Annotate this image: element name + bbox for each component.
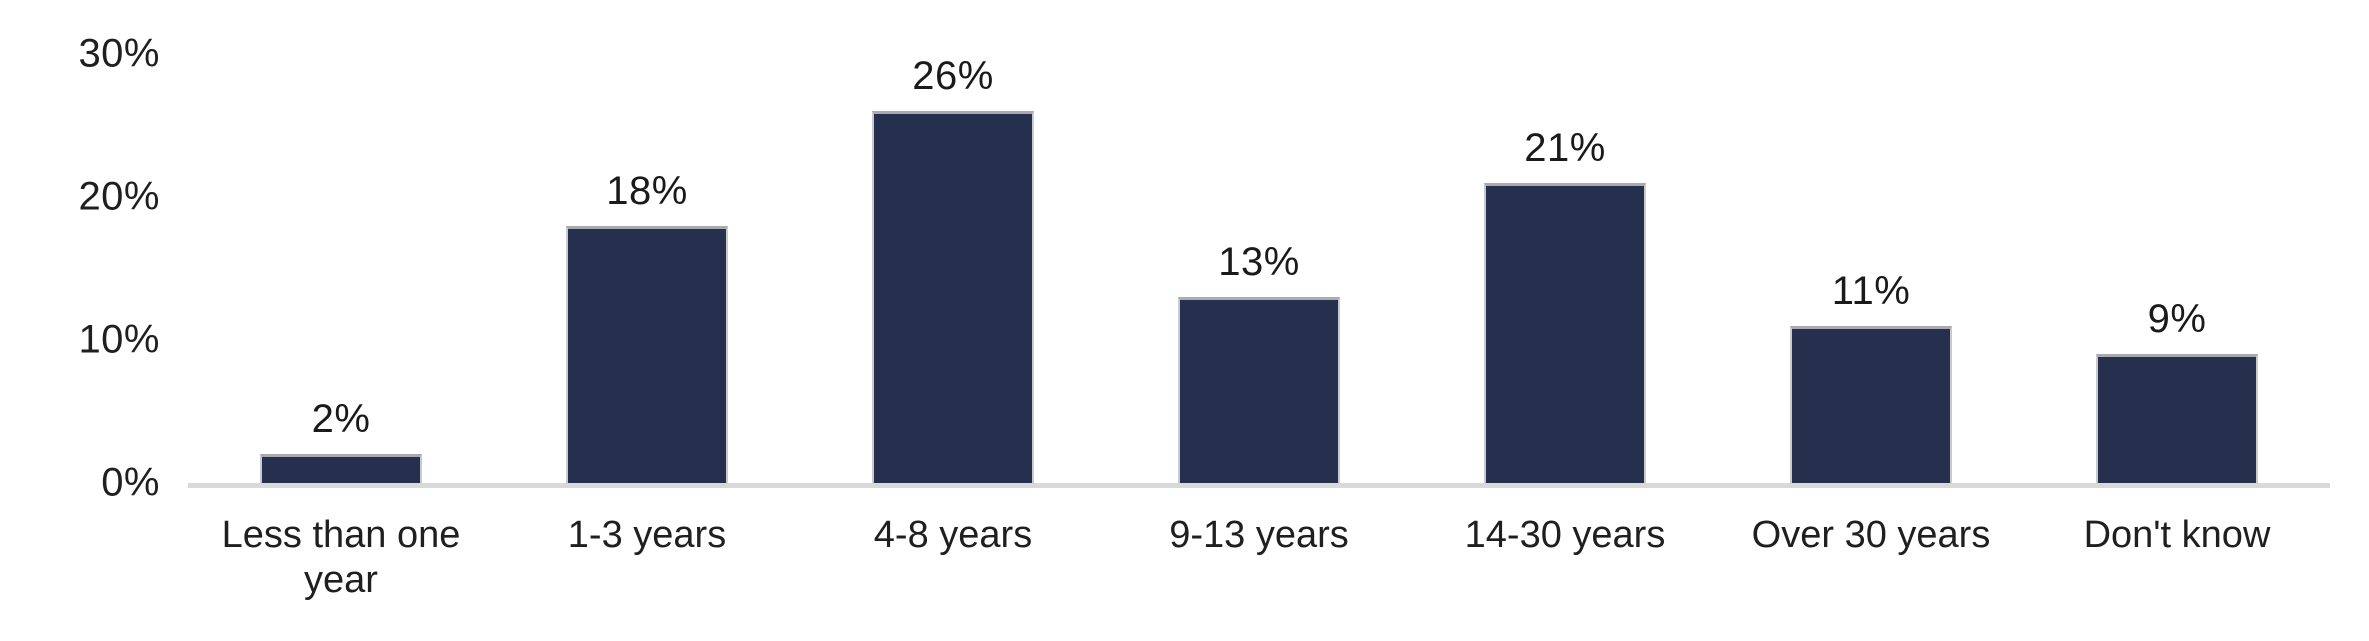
bar: [1178, 297, 1340, 483]
bar-column: 26%: [800, 54, 1106, 483]
bar: [1790, 325, 1952, 483]
x-axis-category-label-text: Over 30 years: [1751, 514, 1991, 556]
bar-value-label: 26%: [912, 54, 994, 99]
bar-value-label: 11%: [1831, 268, 1911, 313]
x-axis-category-label-text: 9-13 years: [1169, 514, 1349, 556]
bar-value-label: 2%: [311, 397, 371, 442]
x-axis-category-label-text: 1-3 years: [567, 514, 727, 556]
x-axis-category-label-text: Less than one year: [221, 514, 461, 601]
bar: [2096, 354, 2258, 483]
bar-column: 9%: [2024, 54, 2330, 483]
x-axis-category-label: Over 30 years: [1718, 513, 2024, 603]
x-axis-category-label: 4-8 years: [800, 513, 1106, 603]
x-axis-category-label: Less than one year: [188, 513, 494, 603]
y-axis-tick-label: 30%: [78, 31, 160, 76]
bar-column: 18%: [494, 54, 800, 483]
bar-column: 2%: [188, 54, 494, 483]
x-axis-category-label: 9-13 years: [1106, 513, 1412, 603]
y-axis-tick-label: 20%: [78, 174, 160, 219]
bar: [872, 111, 1034, 483]
bar-value-label: 18%: [606, 168, 688, 213]
x-axis-category-label-text: 14-30 years: [1464, 514, 1666, 556]
x-axis-category-label: Don't know: [2024, 513, 2330, 603]
y-axis: 0% 10% 20% 30%: [0, 32, 160, 505]
x-axis-line: [188, 483, 2330, 488]
bar-value-label: 13%: [1218, 240, 1300, 285]
bar: [260, 454, 422, 483]
x-axis-category-label-text: Don't know: [2083, 514, 2271, 556]
y-axis-tick-label: 0%: [101, 460, 160, 505]
bars-container: 2% 18% 26% 13% 21% 11% 9%: [188, 54, 2330, 483]
y-axis-tick-label: 10%: [78, 317, 160, 362]
x-axis-category-label: 1-3 years: [494, 513, 800, 603]
bar-column: 21%: [1412, 54, 1718, 483]
bar-column: 13%: [1106, 54, 1412, 483]
bar-column: 11%: [1718, 54, 2024, 483]
bar: [566, 225, 728, 483]
x-axis-category-label: 14-30 years: [1412, 513, 1718, 603]
plot-area: 2% 18% 26% 13% 21% 11% 9%: [188, 54, 2330, 483]
bar: [1484, 182, 1646, 483]
bar-value-label: 21%: [1524, 125, 1606, 170]
x-axis-category-label-text: 4-8 years: [873, 514, 1033, 556]
bar-value-label: 9%: [2147, 297, 2207, 342]
x-axis-category-labels: Less than one year 1-3 years 4-8 years 9-13…: [188, 513, 2330, 603]
